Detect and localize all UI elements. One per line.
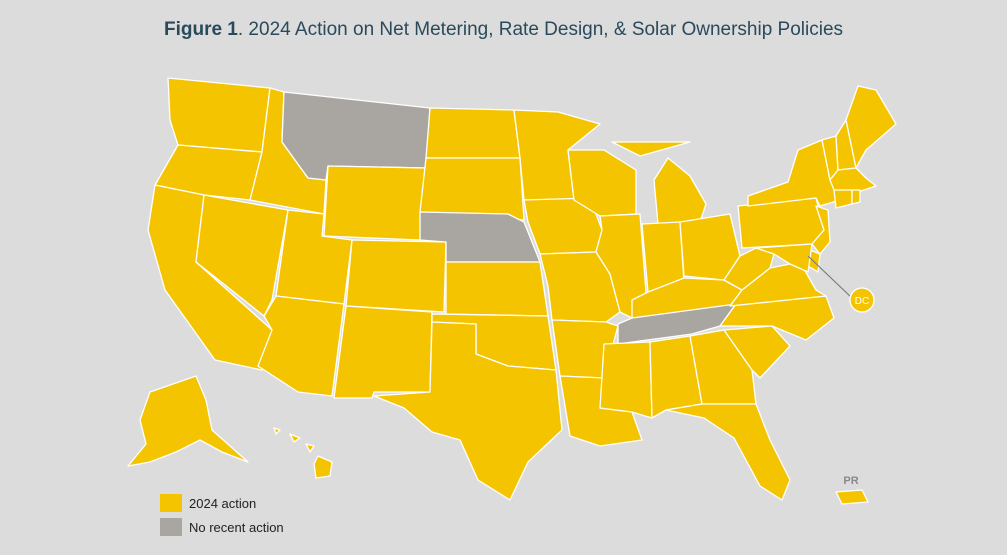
- dc-label: DC: [855, 296, 869, 307]
- state-WY: [323, 165, 427, 241]
- legend-item-no-recent-action: No recent action: [160, 516, 284, 538]
- figure-title: Figure 1. 2024 Action on Net Metering, R…: [0, 19, 1007, 41]
- state-TX: [373, 321, 563, 501]
- legend-swatch-gray: [160, 518, 182, 536]
- legend-label: 2024 action: [189, 495, 257, 511]
- state-MA: [829, 167, 877, 193]
- state-MD: [755, 243, 813, 273]
- state-PR: [835, 489, 869, 505]
- state-AK: [127, 375, 249, 467]
- dc-leader-line: [807, 255, 853, 299]
- legend-item-2024-action: 2024 action: [160, 492, 284, 514]
- state-MS: [599, 341, 653, 419]
- state-SC: [723, 325, 791, 379]
- state-CO: [345, 239, 447, 313]
- state-IL: [595, 213, 647, 319]
- state-RI: [851, 189, 861, 205]
- figure-title-rest: . 2024 Action on Net Metering, Rate Desi…: [237, 19, 844, 40]
- pr-label: PR: [843, 475, 858, 487]
- state-GA: [689, 329, 757, 405]
- state-ME: [845, 85, 897, 169]
- state-KS: [445, 261, 549, 317]
- state-WA: [167, 77, 271, 153]
- state-CT: [833, 189, 853, 209]
- state-FL: [665, 403, 791, 501]
- state-ND: [425, 107, 521, 159]
- state-OR: [154, 144, 263, 201]
- state-NM: [333, 305, 433, 399]
- legend-label: No recent action: [189, 519, 284, 535]
- legend-swatch-yellow: [160, 494, 182, 512]
- legend: 2024 action No recent action: [160, 492, 284, 540]
- state-AZ: [257, 295, 345, 397]
- figure-title-bold: Figure 1: [163, 19, 238, 40]
- state-DC: [849, 287, 875, 313]
- state-HI: [273, 427, 333, 479]
- state-SD: [419, 157, 525, 221]
- state-NV: [195, 194, 289, 317]
